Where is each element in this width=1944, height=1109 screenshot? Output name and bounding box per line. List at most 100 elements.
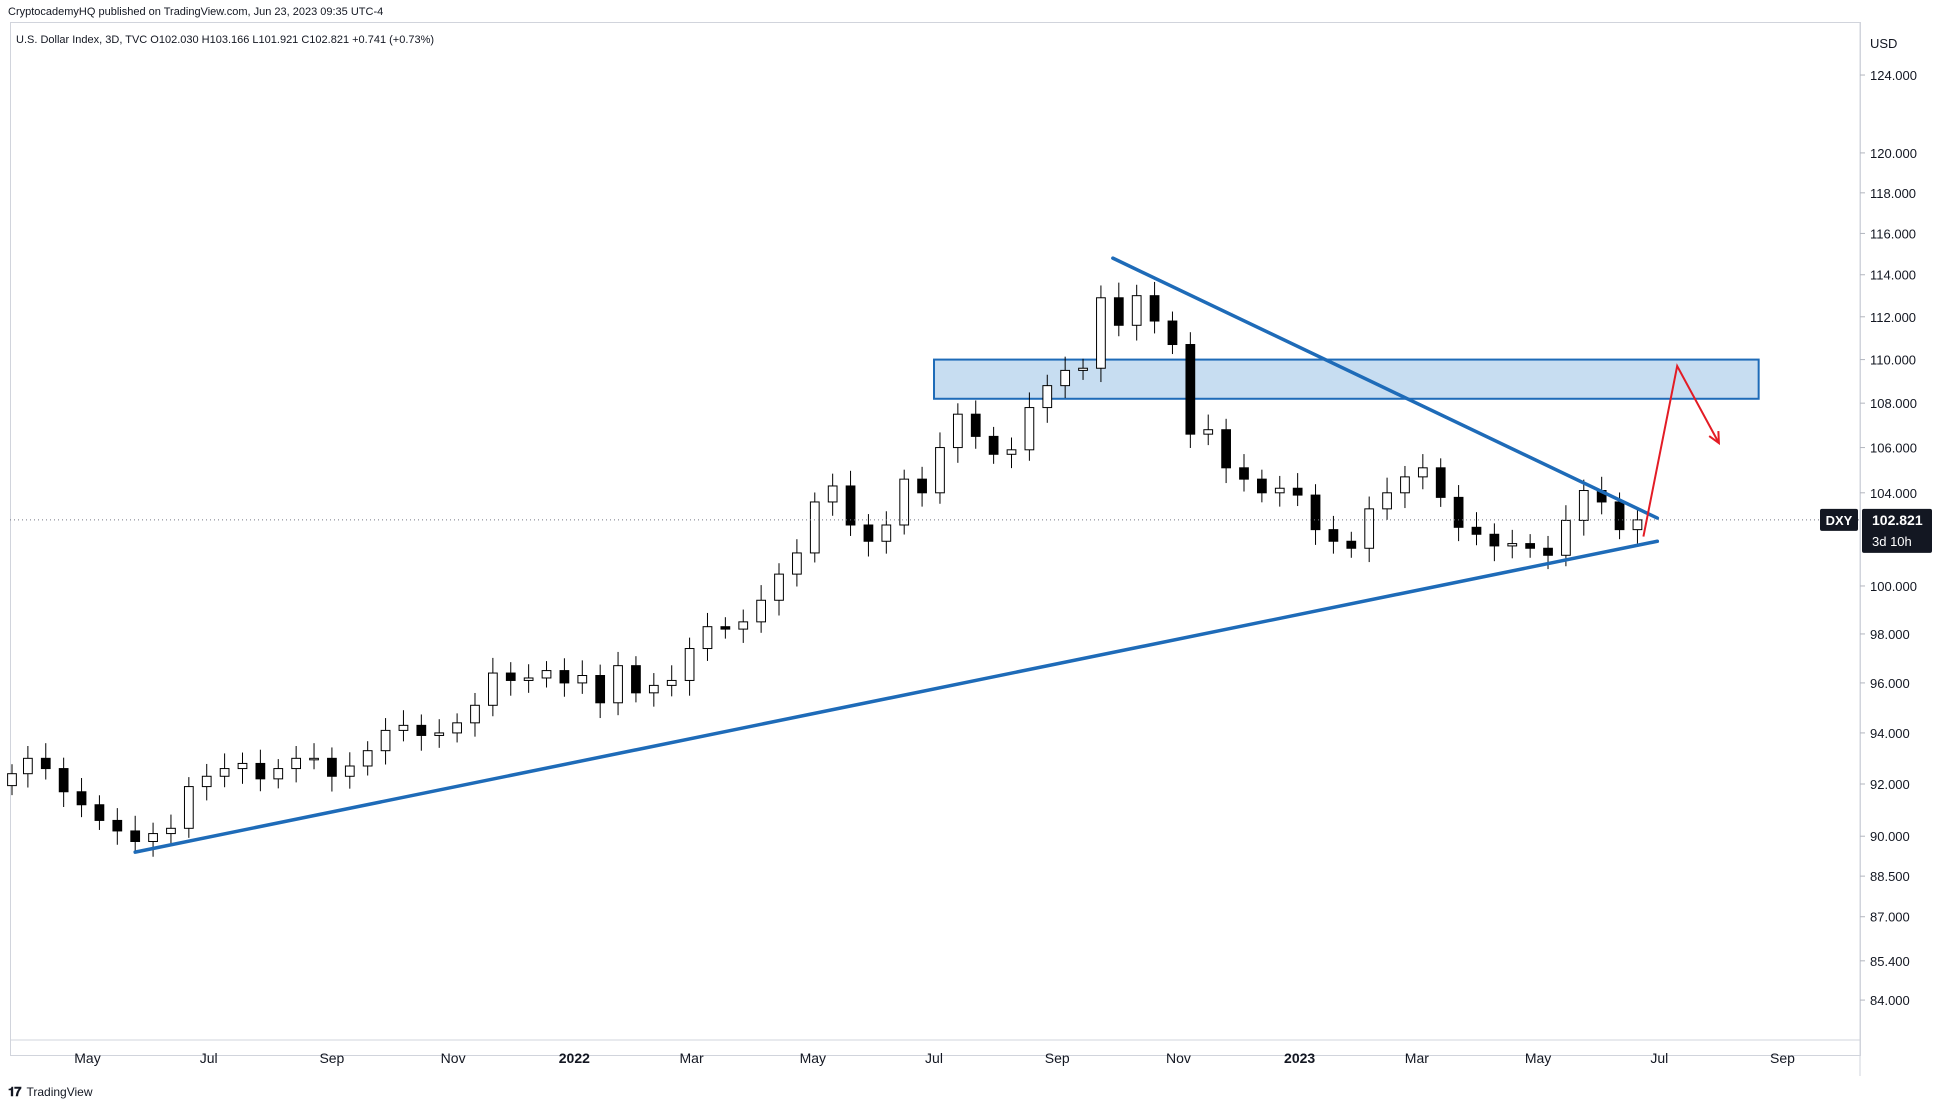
candle xyxy=(1346,531,1357,558)
candle xyxy=(1203,414,1214,446)
y-tick-label: 124.000 xyxy=(1870,68,1917,83)
candle xyxy=(183,777,194,838)
y-tick-label: 100.000 xyxy=(1870,579,1917,594)
candle-body xyxy=(183,786,194,829)
candle-body xyxy=(452,722,462,734)
candle-body xyxy=(255,762,266,780)
candle-body xyxy=(362,750,373,767)
candle xyxy=(559,658,570,697)
candle xyxy=(273,759,284,789)
candle xyxy=(148,822,158,857)
candle-body xyxy=(1203,429,1214,435)
candle xyxy=(309,743,319,770)
candle xyxy=(1364,496,1375,563)
candle xyxy=(738,609,749,643)
candle xyxy=(255,749,266,792)
candle-body xyxy=(1149,295,1160,322)
candle-body xyxy=(1435,467,1446,498)
candle-body xyxy=(935,447,945,494)
candle xyxy=(613,651,623,716)
candle xyxy=(94,795,105,830)
candle-body xyxy=(1346,540,1357,549)
candle-body xyxy=(1221,429,1231,469)
symbol-legend: U.S. Dollar Index, 3D, TVC O102.030 H103… xyxy=(16,34,435,46)
footer-brand[interactable]: TradingView xyxy=(26,1085,93,1099)
candle xyxy=(1149,281,1160,334)
candle xyxy=(952,403,963,463)
candle xyxy=(1239,454,1249,492)
candle-body xyxy=(1006,449,1017,455)
candle xyxy=(470,692,480,737)
candle xyxy=(1596,476,1607,515)
x-tick-label: Sep xyxy=(319,1050,344,1066)
descending-trendline xyxy=(1111,256,1660,520)
x-tick-label: 2023 xyxy=(1284,1050,1315,1066)
price-label-group: DXY 102.821 3d 10h xyxy=(1820,508,1932,553)
candle xyxy=(774,563,784,616)
x-tick-label: Jul xyxy=(925,1050,943,1066)
candle-body xyxy=(1131,295,1142,326)
candle-body xyxy=(1417,467,1428,478)
candle xyxy=(40,743,51,780)
candle xyxy=(648,673,659,707)
candle-body xyxy=(1578,490,1589,521)
candle xyxy=(684,637,695,696)
candle xyxy=(344,752,355,789)
candle-body xyxy=(166,827,176,835)
candle xyxy=(863,514,874,557)
candle-body xyxy=(827,485,838,503)
candle-body xyxy=(94,804,105,821)
y-tick-label: 104.000 xyxy=(1870,486,1917,501)
candle-body xyxy=(487,672,498,706)
candle xyxy=(595,664,606,719)
candle xyxy=(434,719,445,748)
candle-body xyxy=(1042,385,1053,409)
x-tick-label: 2022 xyxy=(559,1050,590,1066)
candle-body xyxy=(1471,526,1482,535)
candle-body xyxy=(434,732,445,736)
price-tag xyxy=(1862,508,1932,553)
candle-body xyxy=(273,768,284,780)
candle xyxy=(1310,484,1321,545)
candle-body xyxy=(792,552,802,575)
candle-body xyxy=(1113,297,1124,326)
x-tick-label: Nov xyxy=(1166,1050,1191,1066)
candle-body xyxy=(40,757,51,770)
candle xyxy=(1060,356,1071,399)
resistance-zone xyxy=(933,358,1760,400)
candle xyxy=(523,664,534,693)
candle xyxy=(1561,505,1571,567)
x-tick-label: May xyxy=(1525,1050,1551,1066)
candle-body xyxy=(1382,492,1392,510)
candle xyxy=(666,665,677,697)
price-tag-countdown: 3d 10h xyxy=(1872,534,1912,549)
candle-body xyxy=(1185,344,1196,435)
candle xyxy=(327,747,337,792)
candle xyxy=(541,661,552,688)
x-tick-label: May xyxy=(74,1050,100,1066)
candle xyxy=(577,660,588,694)
candle xyxy=(792,539,802,587)
candle xyxy=(219,753,230,788)
candle xyxy=(380,718,391,765)
candle xyxy=(827,473,838,516)
candle-body xyxy=(899,478,910,526)
footer: 𝟏𝟕 TradingView xyxy=(8,1084,93,1100)
candle xyxy=(809,492,820,563)
candle xyxy=(362,741,373,776)
candle-body xyxy=(1328,529,1339,542)
candle-body xyxy=(344,765,355,777)
candle-body xyxy=(988,435,999,455)
candle xyxy=(881,511,892,554)
candle-body xyxy=(1310,494,1321,531)
y-tick-label: 120.000 xyxy=(1870,146,1917,161)
y-tick-label: 88.500 xyxy=(1870,869,1910,884)
candle xyxy=(1382,477,1392,520)
x-tick-label: Mar xyxy=(1405,1050,1429,1066)
candle-body xyxy=(23,757,33,775)
price-tag-value: 102.821 xyxy=(1872,512,1923,528)
x-tick-label: Jul xyxy=(1650,1050,1668,1066)
y-axis-title: USD xyxy=(1870,36,1897,51)
y-tick-label: 114.000 xyxy=(1870,268,1916,283)
